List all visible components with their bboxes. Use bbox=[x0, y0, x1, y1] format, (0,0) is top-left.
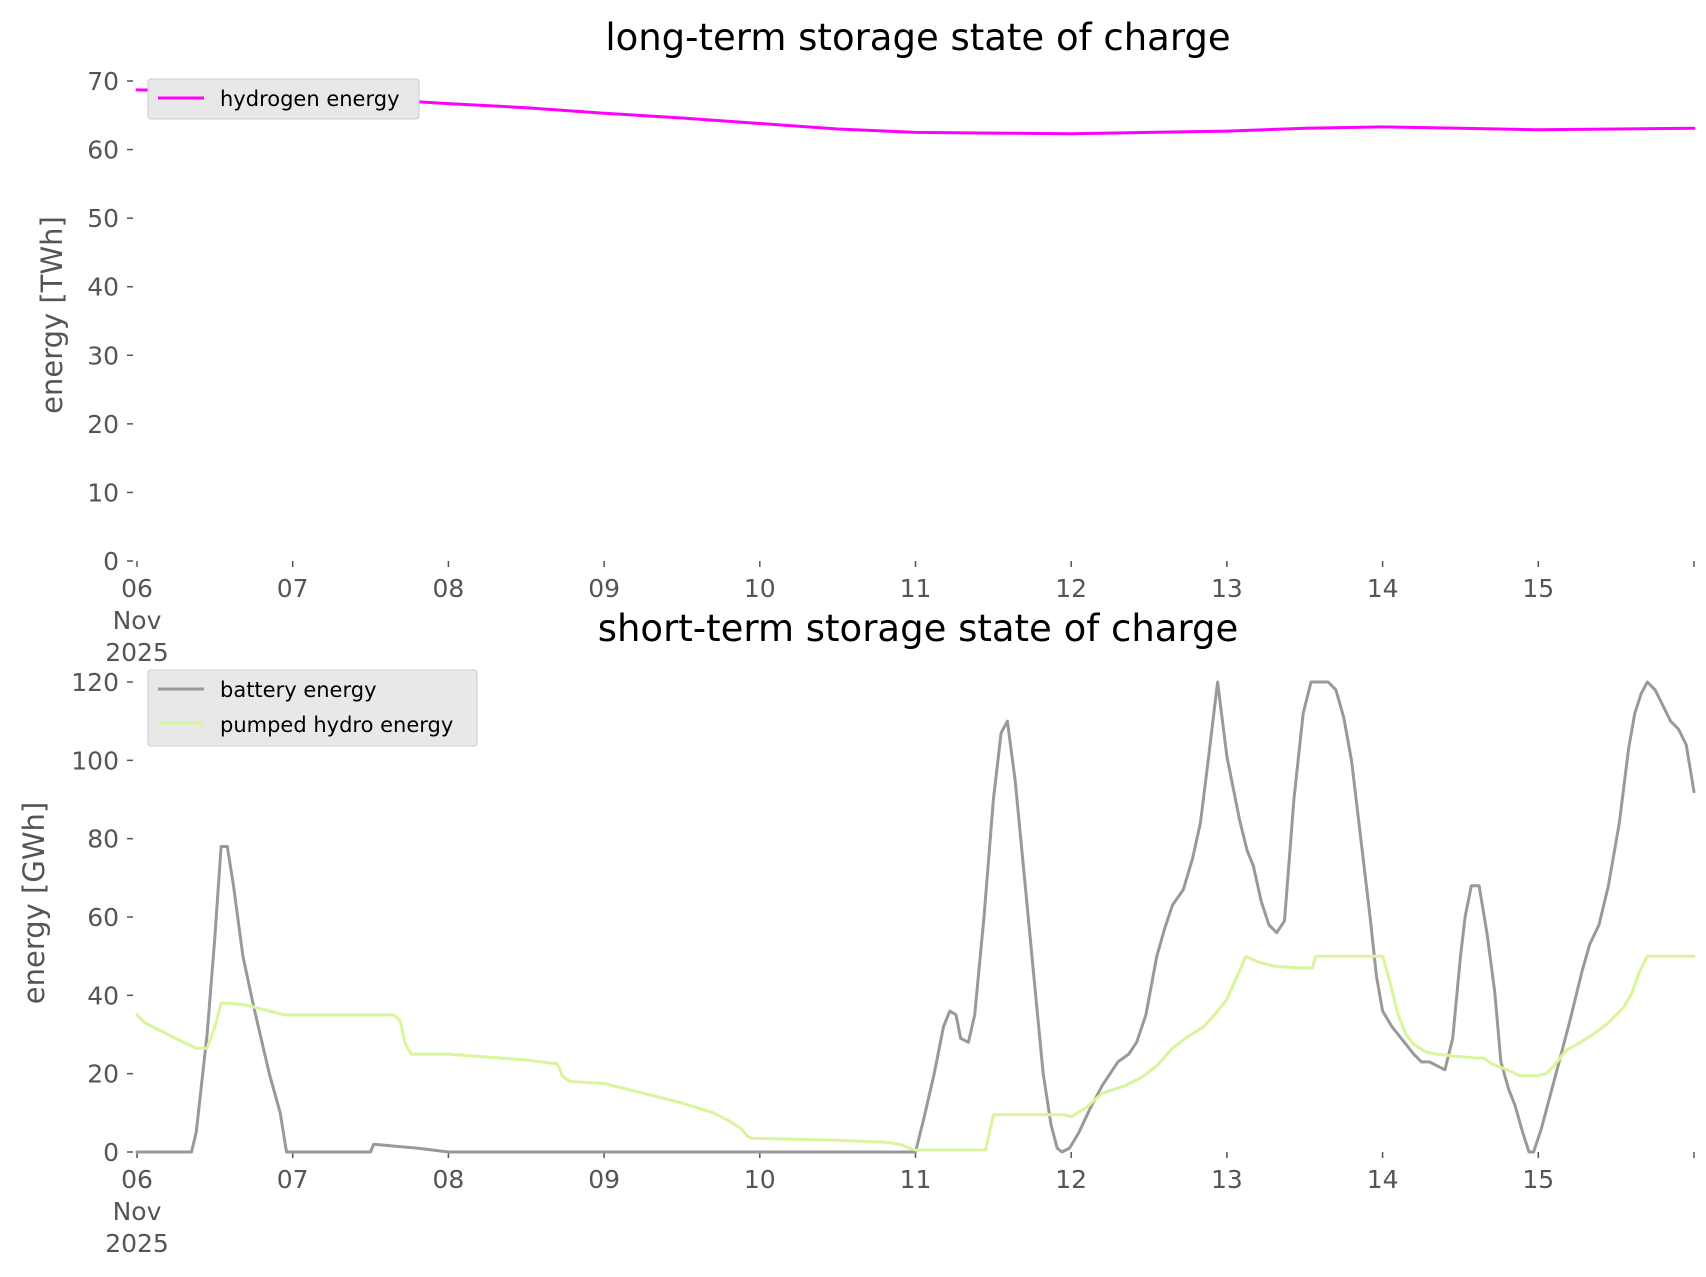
long-term-panel: long-term storage state of charge energy… bbox=[35, 16, 1696, 667]
series-line-pumped-hydro-energy bbox=[135, 954, 1696, 1152]
x-tick-label: 09 bbox=[588, 1165, 620, 1194]
x-tick-label: 11 bbox=[900, 574, 932, 603]
x-tick-label: 07 bbox=[277, 574, 309, 603]
y-tick-label: 70 bbox=[87, 67, 119, 96]
short-term-ticks: 0 20 40 60 80 100 120 06 Nov 2025 07 08 09 10 11 12 13 14… bbox=[71, 668, 1695, 1258]
x-tick-label: 13 bbox=[1211, 574, 1243, 603]
short-term-panel: short-term storage state of charge energ… bbox=[17, 607, 1696, 1258]
y-tick-label: 10 bbox=[87, 478, 119, 507]
x-tick-label: 14 bbox=[1367, 574, 1399, 603]
x-tick-label: 06 Nov 2025 bbox=[105, 1165, 169, 1258]
x-tick-label: 09 bbox=[588, 574, 620, 603]
y-tick-label: 50 bbox=[87, 204, 119, 233]
long-term-ticks: 0 10 20 30 40 50 60 70 06 Nov 2025 07 08 09 10 11 12 13 14… bbox=[87, 67, 1695, 667]
x-tick-label: 07 bbox=[277, 1165, 309, 1194]
x-tick-label: 12 bbox=[1055, 574, 1087, 603]
x-tick-label: 15 bbox=[1522, 574, 1554, 603]
long-term-y-axis-label: energy [TWh] bbox=[35, 216, 69, 414]
long-term-legend: hydrogen energy bbox=[147, 78, 420, 120]
x-tick-label: 08 bbox=[432, 1165, 464, 1194]
short-term-legend: battery energy pumped hydro energy bbox=[147, 669, 478, 747]
x-tick-label: 10 bbox=[744, 1165, 776, 1194]
short-term-chart-title: short-term storage state of charge bbox=[598, 607, 1239, 650]
y-tick-label: 40 bbox=[87, 981, 119, 1010]
legend-label-hydrogen: hydrogen energy bbox=[220, 87, 400, 111]
legend-label-pumped-hydro: pumped hydro energy bbox=[220, 713, 453, 737]
y-tick-label: 60 bbox=[87, 136, 119, 165]
long-term-chart-title: long-term storage state of charge bbox=[605, 16, 1230, 59]
legend-label-battery: battery energy bbox=[220, 678, 377, 702]
x-tick-label: 15 bbox=[1522, 1165, 1554, 1194]
series-line-battery-energy bbox=[135, 680, 1696, 1154]
y-tick-label: 120 bbox=[71, 668, 119, 697]
short-term-y-axis-label: energy [GWh] bbox=[17, 802, 51, 1004]
y-tick-label: 20 bbox=[87, 410, 119, 439]
x-tick-label: 08 bbox=[432, 574, 464, 603]
x-tick-label: 13 bbox=[1211, 1165, 1243, 1194]
x-tick-label: 14 bbox=[1367, 1165, 1399, 1194]
x-tick-label: 06 Nov 2025 bbox=[105, 574, 169, 667]
y-tick-label: 100 bbox=[71, 746, 119, 775]
y-tick-label: 0 bbox=[103, 547, 119, 576]
x-tick-label: 10 bbox=[744, 574, 776, 603]
y-tick-label: 30 bbox=[87, 341, 119, 370]
x-tick-label: 12 bbox=[1055, 1165, 1087, 1194]
y-tick-label: 60 bbox=[87, 903, 119, 932]
y-tick-label: 40 bbox=[87, 273, 119, 302]
short-term-series-lines bbox=[135, 680, 1696, 1154]
y-tick-label: 20 bbox=[87, 1060, 119, 1089]
y-tick-label: 0 bbox=[103, 1138, 119, 1167]
y-tick-label: 80 bbox=[87, 825, 119, 854]
x-tick-label: 11 bbox=[900, 1165, 932, 1194]
